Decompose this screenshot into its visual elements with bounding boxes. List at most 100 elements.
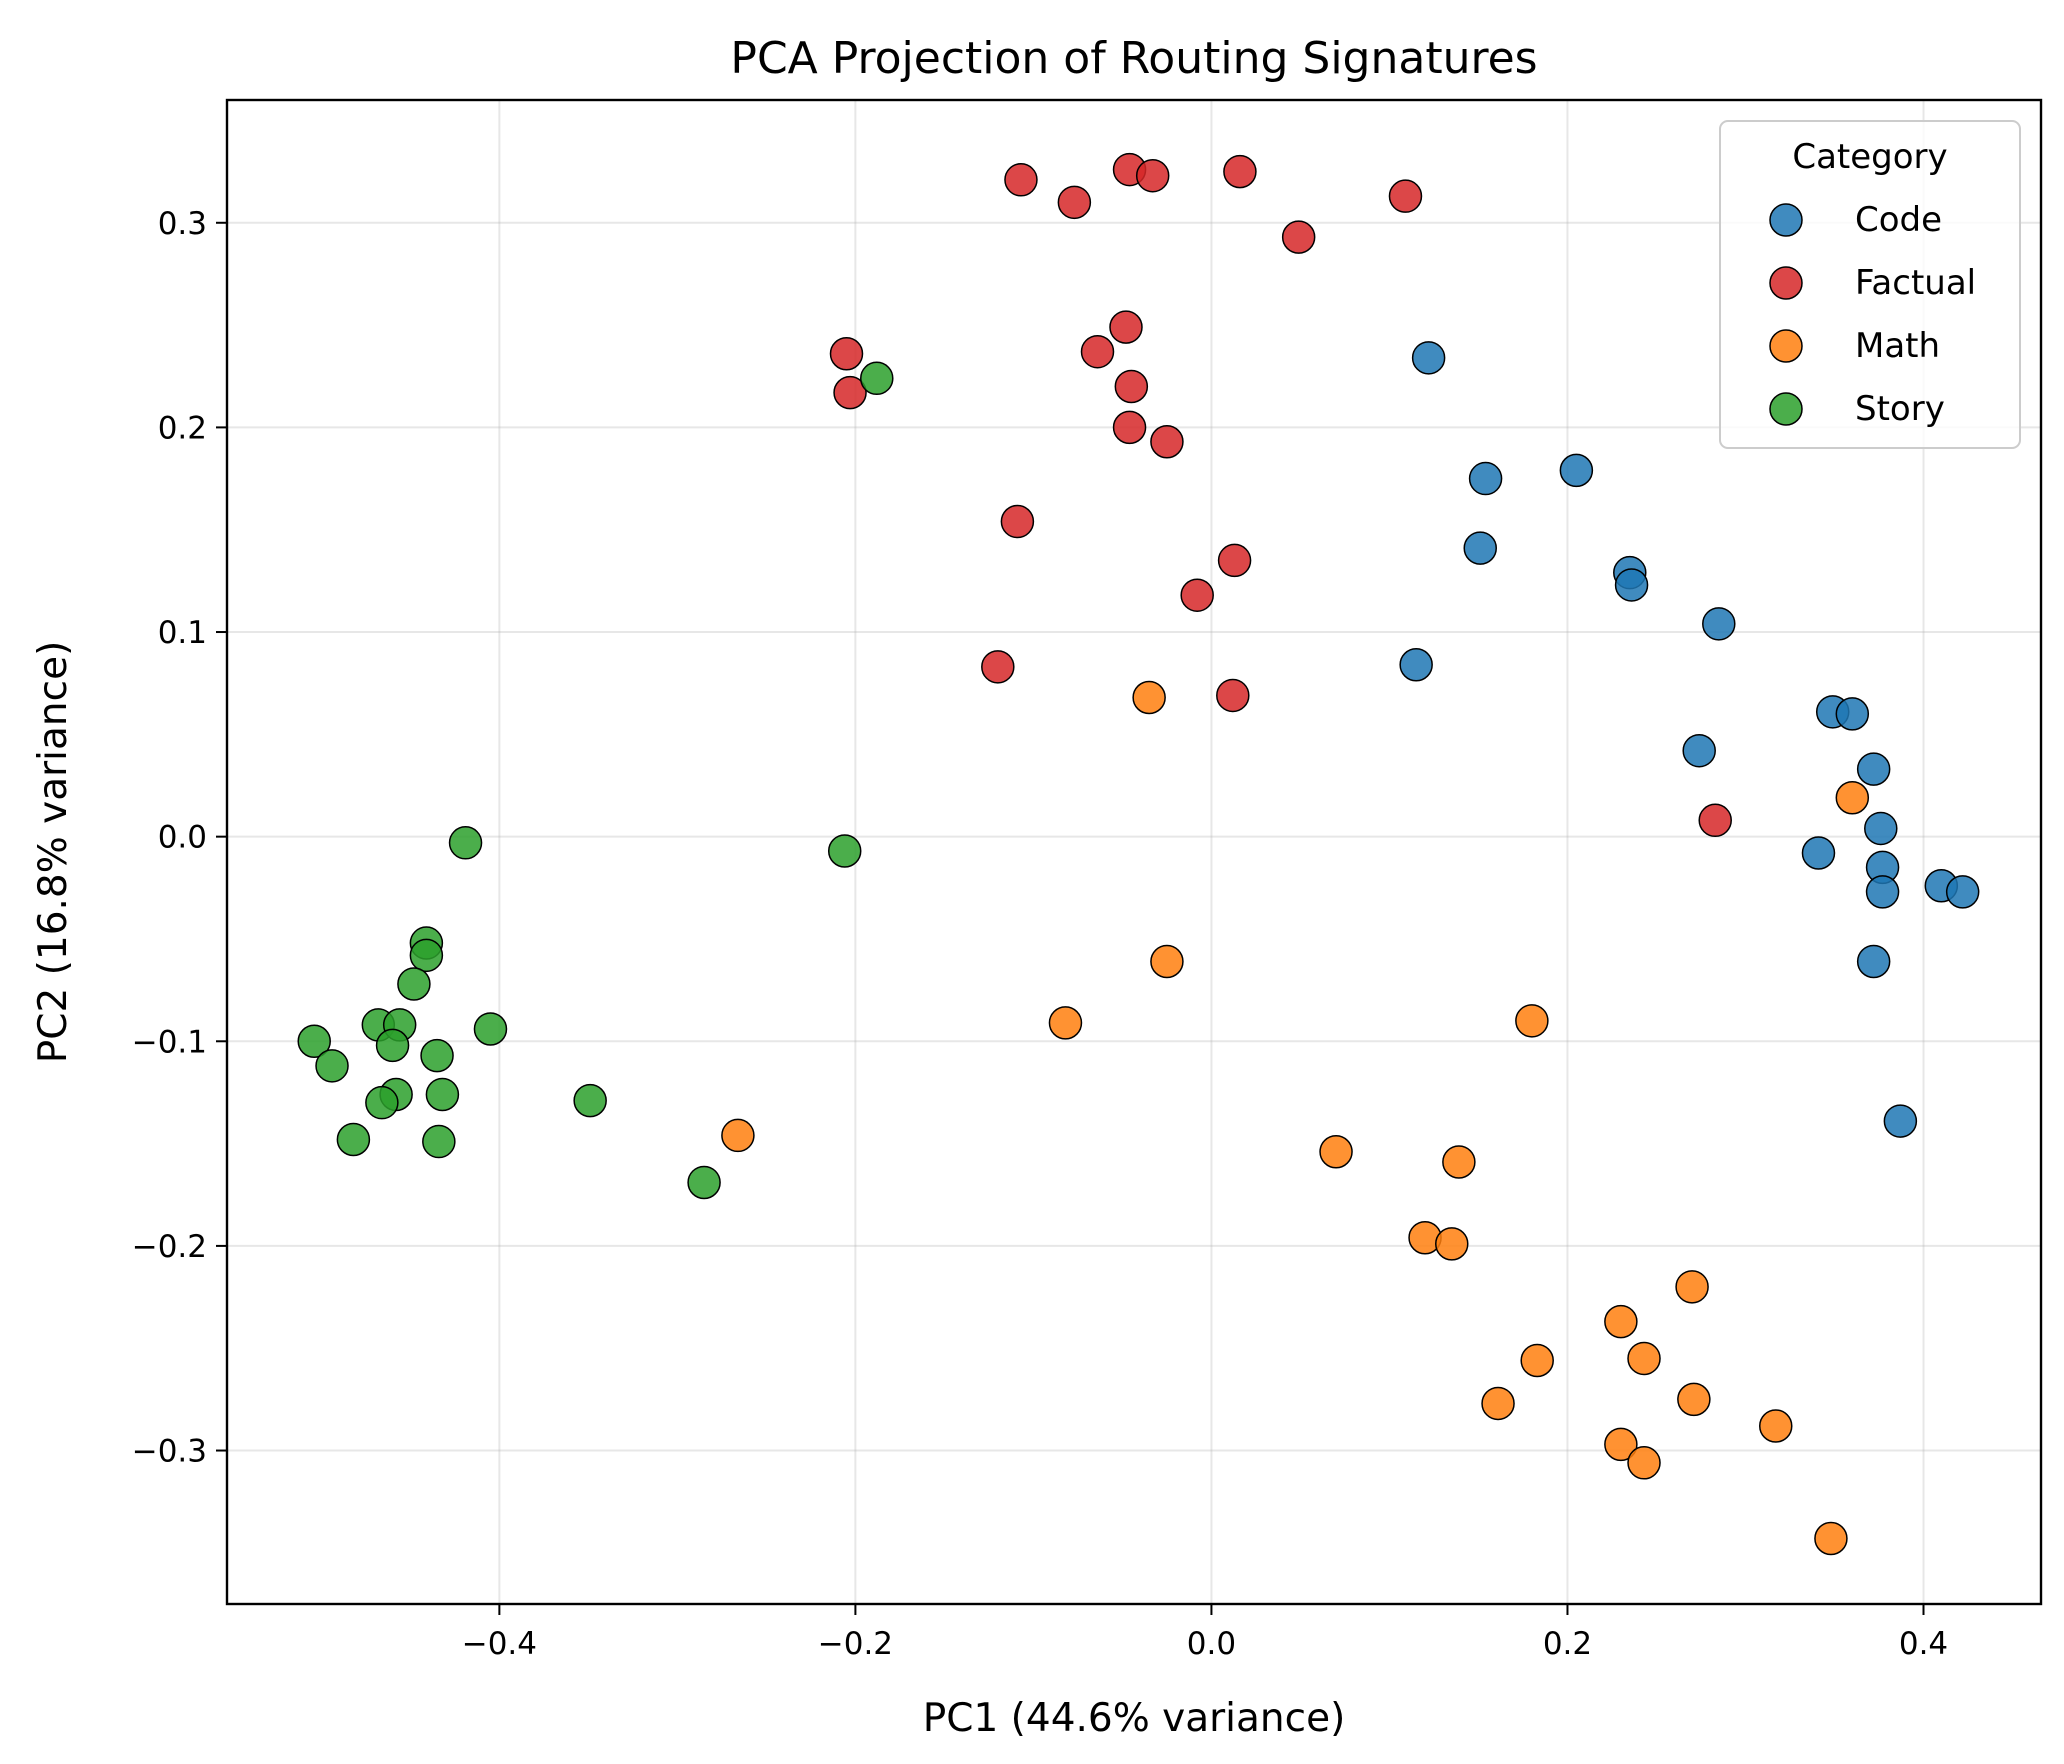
data-point-code <box>1945 875 1980 909</box>
data-point-math <box>1627 1446 1661 1480</box>
data-point-code <box>1468 461 1503 496</box>
series-story <box>297 361 894 1200</box>
data-point-code <box>1801 836 1836 870</box>
data-point-code <box>1835 697 1870 731</box>
y-axis-ticks: −0.3 −0.2 −0.1 0.0 0.1 0.2 0.3 <box>132 206 227 1470</box>
data-point-factual <box>1004 163 1038 197</box>
data-point-code <box>1614 568 1649 602</box>
data-point-story <box>336 1122 371 1157</box>
data-point-story <box>365 1085 399 1120</box>
data-point-factual <box>829 336 864 371</box>
data-point-story <box>420 1038 454 1073</box>
data-point-math <box>1814 1521 1848 1556</box>
data-point-factual <box>1112 410 1147 445</box>
data-point-code <box>1682 733 1716 768</box>
legend-marker-factual <box>1769 266 1803 300</box>
data-point-story <box>687 1165 721 1200</box>
legend: Category Code Factual Math Story <box>1719 120 2021 449</box>
plot-frame <box>225 98 2043 1606</box>
data-point-story <box>315 1049 349 1083</box>
legend-label-story: Story <box>1855 389 1945 429</box>
y-tick-label: 0.3 <box>158 206 207 242</box>
data-point-factual <box>1180 578 1214 612</box>
data-point-story <box>297 1024 331 1059</box>
series-factual <box>829 152 1732 838</box>
data-point-code <box>1883 1104 1918 1138</box>
data-point-factual <box>1388 179 1423 213</box>
data-point-factual <box>1135 158 1170 193</box>
x-tick-label: 0.2 <box>1543 1626 1592 1662</box>
data-points <box>297 152 1980 1556</box>
data-point-code <box>1559 453 1594 488</box>
data-point-math <box>1604 1304 1638 1339</box>
data-point-factual <box>1000 504 1035 539</box>
data-point-factual <box>1057 185 1092 220</box>
y-tick-label: 0.0 <box>158 820 207 856</box>
y-tick-label: −0.3 <box>132 1434 207 1470</box>
data-point-math <box>1835 781 1870 815</box>
data-point-math <box>1048 1006 1083 1040</box>
data-point-math <box>1319 1135 1353 1169</box>
legend-marker-story <box>1769 392 1803 426</box>
data-point-code <box>1399 648 1433 682</box>
legend-label-math: Math <box>1855 326 1940 366</box>
data-point-story <box>827 834 862 868</box>
data-point-code <box>1864 811 1898 846</box>
data-point-math <box>1132 680 1166 715</box>
data-point-story <box>573 1083 607 1118</box>
y-tick-label: 0.2 <box>158 410 207 446</box>
data-point-code <box>1463 531 1497 565</box>
data-point-factual <box>981 650 1015 684</box>
data-point-story <box>375 1028 410 1063</box>
data-point-factual <box>833 375 867 410</box>
data-point-factual <box>1080 334 1115 369</box>
data-point-code <box>1856 944 1891 979</box>
data-point-math <box>721 1118 755 1153</box>
x-axis-label: PC1 (44.6% variance) <box>923 1696 1346 1741</box>
data-point-factual <box>1109 310 1143 344</box>
y-axis-label: PC2 (16.8% variance) <box>31 641 76 1064</box>
data-point-factual <box>1698 803 1732 838</box>
data-point-story <box>409 938 444 973</box>
legend-label-factual: Factual <box>1855 263 1976 303</box>
legend-marker-code <box>1769 203 1803 237</box>
data-point-factual <box>1217 543 1252 578</box>
legend-box <box>1719 120 2021 449</box>
data-point-factual <box>1223 154 1257 189</box>
series-code <box>1399 341 1980 1138</box>
data-point-story <box>448 826 483 860</box>
data-point-story <box>425 1077 460 1112</box>
data-point-code <box>1865 875 1900 909</box>
data-point-factual <box>1216 678 1250 713</box>
data-point-math <box>1481 1386 1515 1421</box>
x-tick-label: −0.4 <box>462 1626 537 1662</box>
legend-label-code: Code <box>1855 200 1942 240</box>
data-point-math <box>1604 1427 1638 1462</box>
data-point-code <box>1856 752 1891 786</box>
data-point-math <box>1515 1004 1549 1038</box>
legend-marker-math <box>1769 329 1803 363</box>
series-math <box>721 680 1870 1556</box>
x-tick-label: −0.2 <box>818 1626 893 1662</box>
data-point-math <box>1435 1227 1469 1261</box>
y-tick-label: 0.1 <box>158 615 207 651</box>
data-point-story <box>422 1124 456 1159</box>
x-tick-label: 0.0 <box>1187 1626 1236 1662</box>
x-axis-ticks: −0.4 −0.2 0.0 0.2 0.4 <box>462 1604 1948 1662</box>
y-tick-label: −0.1 <box>132 1024 207 1060</box>
data-point-math <box>1150 944 1184 979</box>
data-point-math <box>1520 1343 1554 1378</box>
data-point-code <box>1702 607 1736 641</box>
x-tick-label: 0.4 <box>1899 1626 1948 1662</box>
data-point-factual <box>1114 369 1149 404</box>
data-point-story <box>397 967 431 1001</box>
data-point-math <box>1759 1409 1793 1443</box>
data-point-story <box>860 361 894 396</box>
data-point-factual <box>1281 220 1316 254</box>
legend-title: Category <box>1792 137 1947 177</box>
data-point-math <box>1442 1145 1476 1179</box>
y-tick-label: −0.2 <box>132 1229 207 1265</box>
data-point-math <box>1677 1382 1711 1417</box>
data-point-factual <box>1150 424 1184 459</box>
